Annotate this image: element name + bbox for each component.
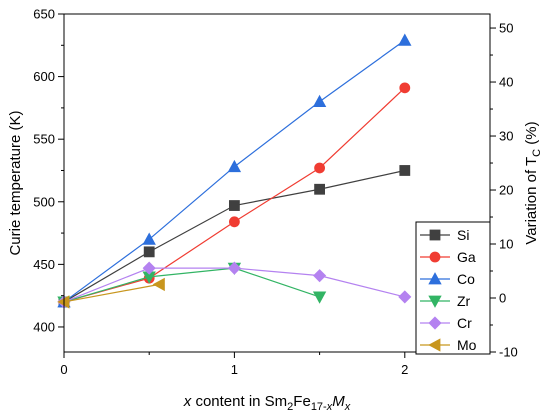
plot-frame [63, 13, 491, 353]
data-point-zr [312, 291, 327, 304]
x-tick-label: 2 [401, 362, 408, 377]
data-point-co [142, 232, 156, 245]
y-right-tick-label: 20 [499, 183, 513, 198]
data-point-si [399, 165, 411, 176]
legend-box [415, 221, 491, 355]
legend-marker [428, 316, 442, 330]
legend-marker [428, 272, 442, 285]
legend-item-ga: Ga [420, 249, 476, 265]
legend-item-co: Co [420, 271, 475, 287]
data-point-si [143, 246, 155, 258]
y-left-tick-label: 650 [33, 7, 55, 22]
y-right-tick-label: 0 [499, 291, 506, 306]
y-right-tick-label: 50 [499, 21, 513, 36]
x-axis-title-m: M [332, 393, 345, 410]
y-left-tick-label: 400 [33, 319, 55, 334]
x-axis-title: x content in Sm2Fe17-xMx [183, 393, 351, 413]
x-axis-title-sub1: 2 [287, 401, 293, 413]
legend-item-zr: Zr [420, 293, 471, 309]
series-line-zr [63, 267, 320, 303]
data-point-ga [228, 216, 240, 228]
data-point-cr [227, 261, 241, 275]
x-axis-title-sub2: 17- [311, 401, 327, 413]
data-point-si [314, 183, 326, 195]
y-axis-right-title-main: Variation of T [523, 157, 540, 245]
x-axis-title-sub3: x [344, 401, 351, 413]
legend-marker [428, 338, 441, 352]
y-right-tick-label: 10 [499, 237, 513, 252]
legend: Si Ga Co Zr Cr Mo [415, 221, 491, 355]
data-point-mo [152, 277, 165, 292]
y-left-tick-label: 500 [33, 194, 55, 209]
legend-marker [428, 295, 442, 308]
legend-item-cr: Cr [420, 315, 472, 331]
legend-marker [429, 229, 441, 241]
y-axis-left-title: Curie temperature (K) [7, 110, 24, 255]
data-point-cr [142, 261, 156, 275]
y-axis-right-title-unit: (%) [523, 121, 540, 149]
x-axis-title-var: x [183, 393, 192, 410]
data-point-ga [399, 82, 411, 94]
series-layer [57, 33, 412, 309]
data-point-co [227, 159, 242, 173]
legend-label: Ga [457, 249, 476, 265]
data-point-cr [313, 269, 327, 283]
legend-label: Cr [457, 315, 472, 331]
x-axis-title-sub2-var: x [326, 401, 333, 413]
x-tick-label: 0 [60, 362, 67, 377]
y-left-tick-label: 450 [33, 257, 55, 272]
y-left-tick-label: 550 [33, 132, 55, 147]
legend-label: Mo [457, 337, 477, 353]
series-zr [57, 262, 327, 309]
data-point-si [228, 200, 240, 211]
legend-item-si: Si [420, 227, 469, 243]
legend-label: Zr [457, 293, 471, 309]
legend-marker [429, 251, 441, 263]
data-point-co [312, 94, 327, 108]
x-tick-label: 1 [231, 362, 238, 377]
axes: 0 1 2 400 450 500 550 600 650 -10 0 10 20 30 40 50 [33, 7, 518, 378]
y-right-tick-label: 30 [499, 129, 513, 144]
series-cr [57, 261, 412, 309]
legend-item-mo: Mo [420, 337, 477, 353]
x-axis-title-fe: Fe [293, 393, 311, 410]
data-point-ga [314, 162, 326, 174]
data-point-cr [398, 290, 412, 304]
series-si [58, 165, 411, 308]
y-right-tick-label: -10 [499, 345, 518, 360]
y-axis-right-title-sub: C [531, 149, 543, 157]
y-left-tick-label: 600 [33, 69, 55, 84]
legend-label: Co [457, 271, 475, 287]
legend-label: Si [457, 227, 469, 243]
data-point-co [398, 33, 412, 46]
x-axis-title-text: content in Sm [191, 393, 287, 410]
y-axis-right-title: Variation of TC (%) [523, 121, 543, 244]
y-right-tick-label: 40 [499, 75, 513, 90]
series-line-mo [63, 283, 160, 303]
